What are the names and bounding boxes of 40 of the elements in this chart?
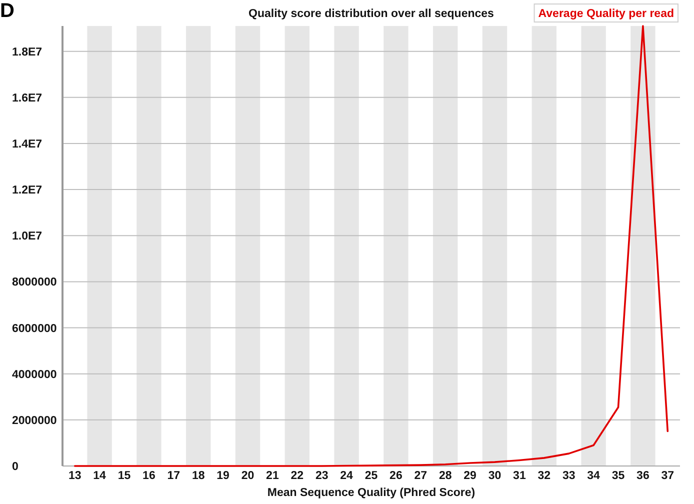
x-tick-label: 33 bbox=[562, 470, 576, 482]
x-tick-label: 14 bbox=[93, 470, 107, 482]
x-tick-label: 16 bbox=[142, 470, 156, 482]
chart-title: Quality score distribution over all sequences bbox=[248, 8, 494, 20]
x-tick-label: 35 bbox=[612, 470, 626, 482]
x-tick-label: 32 bbox=[538, 470, 551, 482]
x-tick-label: 37 bbox=[661, 470, 674, 482]
x-tick-label: 36 bbox=[636, 470, 650, 482]
x-tick-label: 23 bbox=[315, 470, 328, 482]
x-tick-label: 18 bbox=[192, 470, 206, 482]
x-tick-label: 25 bbox=[364, 470, 378, 482]
x-tick-label: 20 bbox=[241, 470, 254, 482]
line-series bbox=[74, 25, 669, 467]
x-tick-label: 17 bbox=[167, 470, 180, 482]
text: D bbox=[0, 0, 14, 22]
x-tick-label: 13 bbox=[68, 470, 82, 482]
y-tick-label: 1.0E7 bbox=[12, 230, 42, 243]
x-tick-label: 27 bbox=[414, 470, 428, 482]
x-axis-title: Mean Sequence Quality (Phred Score) bbox=[267, 487, 476, 499]
x-tick-label: 34 bbox=[587, 470, 601, 482]
y-tick-label: 1.4E7 bbox=[12, 138, 42, 151]
x-tick-label: 29 bbox=[464, 470, 476, 482]
x-tick-label: 24 bbox=[340, 470, 354, 482]
x-tick-label: 31 bbox=[513, 470, 526, 482]
y-tick-label: 0 bbox=[12, 461, 18, 474]
y-tick-label: 1.8E7 bbox=[12, 46, 42, 58]
text: Average Quality per read bbox=[538, 8, 674, 20]
x-tick-label: 26 bbox=[390, 470, 402, 482]
y-tick-label: 8000000 bbox=[12, 276, 57, 289]
y-tick-label: 6000000 bbox=[12, 322, 57, 335]
x-tick-label: 22 bbox=[290, 470, 304, 482]
x-tick-label: 19 bbox=[216, 470, 230, 482]
x-tick-label: 28 bbox=[438, 470, 452, 482]
y-tick-label: 2000000 bbox=[12, 414, 57, 427]
x-tick-label: 21 bbox=[266, 470, 280, 482]
x-tick-label: 15 bbox=[118, 470, 132, 482]
y-tick-label: 4000000 bbox=[12, 368, 57, 381]
x-tick-label: 30 bbox=[488, 470, 502, 482]
y-tick-label: 1.6E7 bbox=[12, 92, 42, 104]
y-tick-label: 1.2E7 bbox=[12, 184, 42, 197]
